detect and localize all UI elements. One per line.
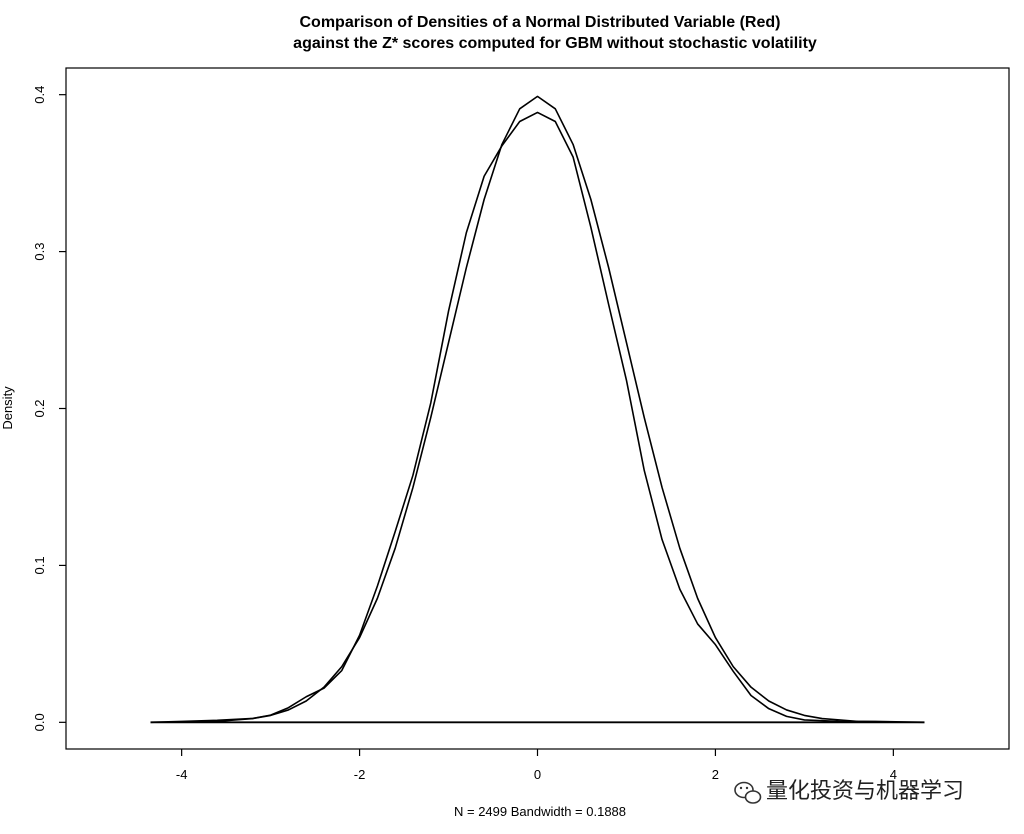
y-tick-label: 0.1 (32, 556, 47, 574)
curves-layer (150, 95, 925, 724)
y-tick-label: 0.3 (32, 243, 47, 261)
y-tick-label: 0.0 (32, 713, 47, 731)
y-axis: 0.0 0.1 0.2 0.3 0.4 (32, 86, 66, 731)
watermark: 量化投资与机器学习 (734, 779, 964, 804)
x-tick-label: 2 (712, 767, 719, 782)
wechat-icon (734, 781, 762, 804)
y-tick-label: 0.2 (32, 399, 47, 417)
density-series-line-2 (150, 111, 925, 724)
watermark-text: 量化投资与机器学习 (766, 779, 964, 804)
plot-frame (65, 67, 1010, 750)
x-axis-label: N = 2499 Bandwidth = 0.1888 (454, 804, 626, 819)
y-tick-label: 0.4 (32, 86, 47, 104)
density-series-line-1 (181, 95, 894, 723)
x-tick-label: -4 (176, 767, 188, 782)
y-axis-label: Density (0, 386, 15, 430)
chart-title: Comparison of Densities of a Normal Dist… (300, 14, 781, 31)
x-tick-label: 4 (890, 767, 897, 782)
x-tick-label: -2 (354, 767, 366, 782)
x-axis: -4 -2 0 2 4 (176, 749, 897, 782)
chart-subtitle: against the Z* scores computed for GBM w… (293, 35, 817, 52)
x-tick-label: 0 (534, 767, 541, 782)
